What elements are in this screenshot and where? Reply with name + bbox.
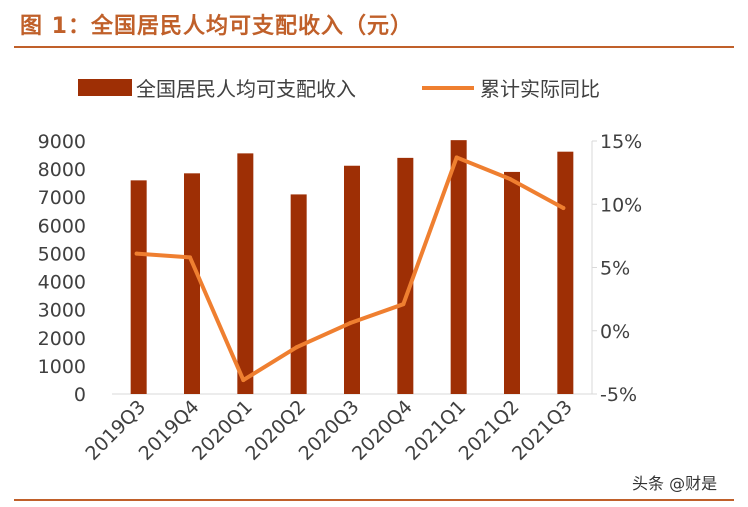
- line-point: [401, 302, 406, 307]
- left-tick-label: 4000: [38, 272, 86, 294]
- line-point: [188, 255, 192, 260]
- right-tick-label: -5%: [600, 384, 637, 406]
- x-tick-label: 2021Q3: [508, 396, 577, 465]
- right-tick-label: 5%: [600, 258, 630, 280]
- line-point: [134, 251, 139, 256]
- line-point: [241, 378, 246, 383]
- chart-title: 图 1：全国居民人均可支配收入（元）: [20, 14, 413, 39]
- footer-rule: [14, 499, 734, 501]
- bar: [184, 173, 200, 394]
- title-rule: [14, 46, 734, 48]
- legend-label-line: 累计实际同比: [480, 77, 600, 101]
- line-point: [561, 206, 566, 211]
- bar: [237, 153, 254, 394]
- watermark: 头条 @财是: [632, 474, 718, 493]
- left-tick-label: 8000: [38, 159, 86, 181]
- bar: [130, 180, 147, 394]
- legend-swatch-bar: [78, 79, 132, 96]
- right-tick-label: 10%: [600, 194, 642, 216]
- left-tick-label: 9000: [38, 131, 86, 153]
- left-tick-label: 7000: [38, 187, 86, 209]
- bar: [344, 165, 360, 394]
- line-point: [294, 345, 299, 350]
- line-point: [508, 176, 512, 181]
- legend-label-bar: 全国居民人均可支配收入: [136, 77, 356, 101]
- line-point: [348, 321, 352, 326]
- line-point: [454, 155, 459, 160]
- bar: [397, 157, 414, 394]
- right-tick-label: 15%: [600, 131, 642, 153]
- bar: [557, 151, 574, 394]
- left-tick-label: 1000: [38, 356, 86, 378]
- left-tick-label: 5000: [38, 243, 86, 265]
- bar: [290, 194, 307, 394]
- bar: [450, 140, 467, 394]
- left-tick-label: 0: [74, 384, 86, 406]
- left-tick-label: 2000: [38, 328, 86, 350]
- left-tick-label: 6000: [38, 215, 86, 237]
- right-tick-label: 0%: [600, 321, 630, 343]
- left-tick-label: 3000: [38, 300, 86, 322]
- bar: [504, 171, 520, 394]
